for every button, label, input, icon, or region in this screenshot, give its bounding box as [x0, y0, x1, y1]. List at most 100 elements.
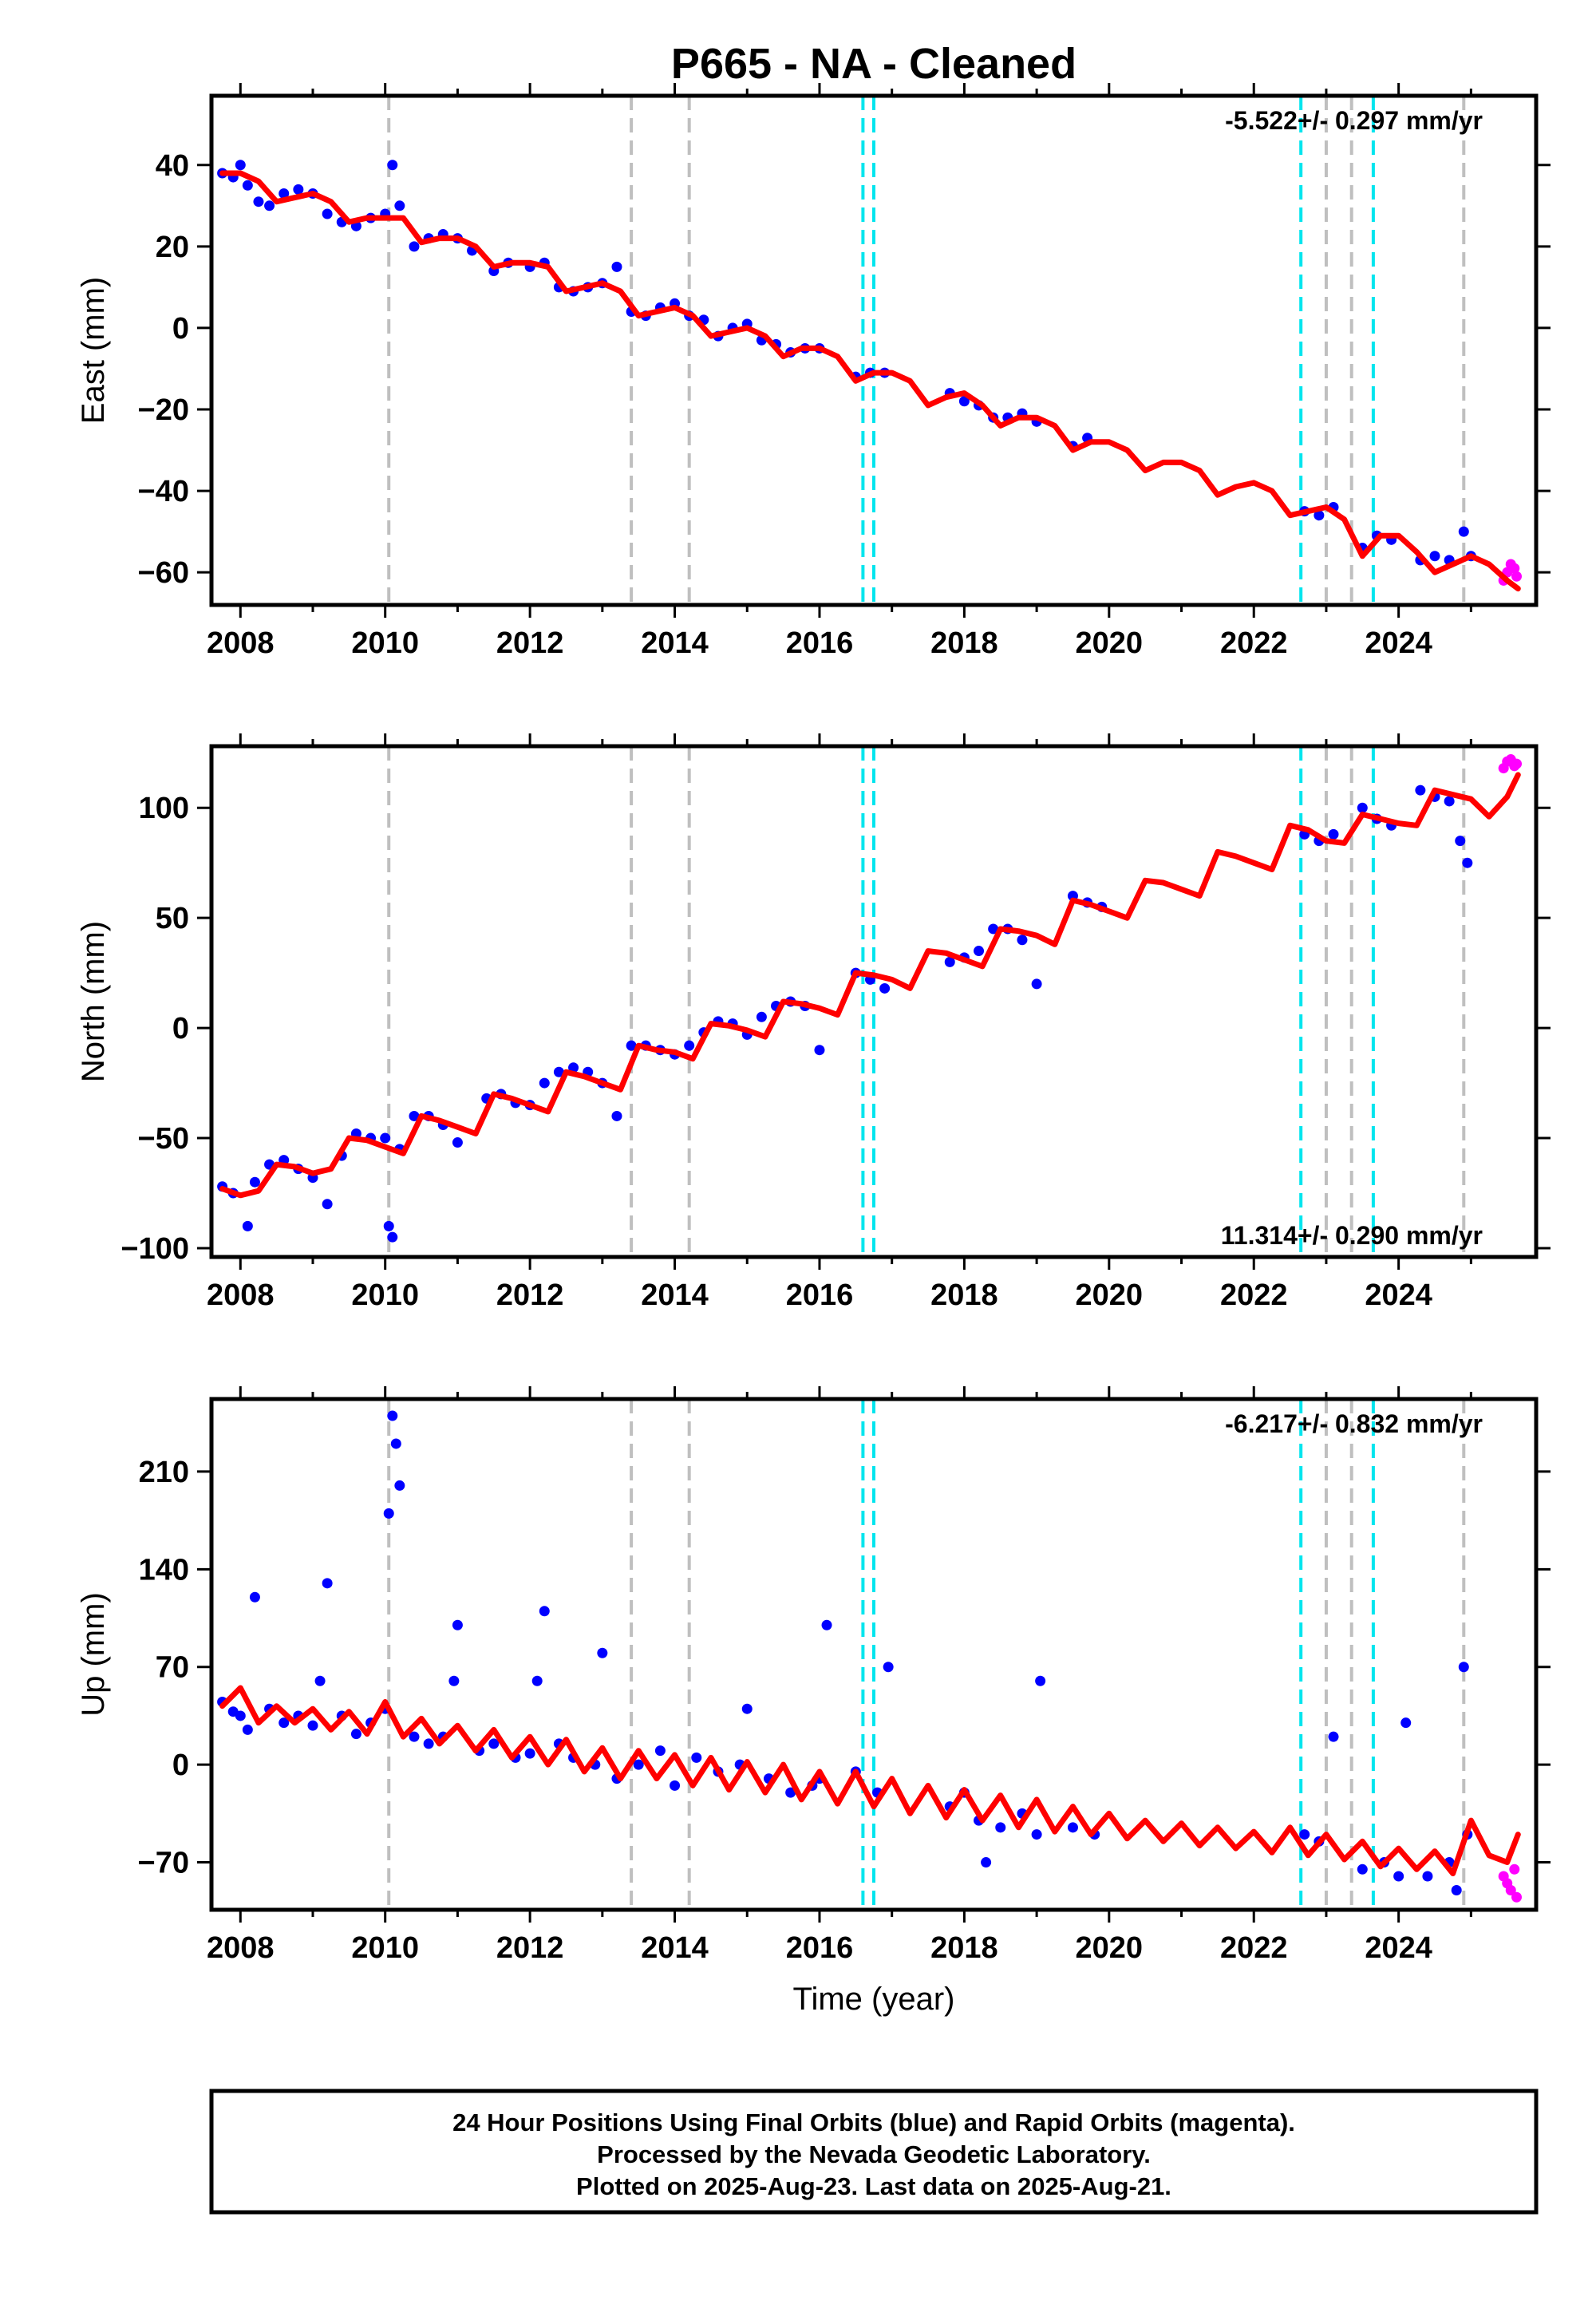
north-x-tick-label-2022: 2022	[1220, 1279, 1288, 1312]
east-final-orbit-point-6	[279, 188, 290, 199]
up-x-tick-label-2008: 2008	[207, 1931, 275, 1965]
up-rapid-orbit-point-4	[1511, 1891, 1523, 1903]
up-final-orbit-point-49	[883, 1662, 894, 1673]
up-final-orbit-point-33	[597, 1647, 608, 1658]
up-x-tick-label-2022: 2022	[1220, 1931, 1288, 1965]
north-final-orbit-point-65	[1444, 796, 1455, 807]
east-model-curve	[219, 170, 1521, 592]
east-final-orbit-point-2	[235, 160, 246, 171]
north-final-orbit-point-26	[568, 1062, 579, 1073]
east-x-tick-label-2012: 2012	[496, 626, 564, 660]
up-final-orbit-point-12	[350, 1729, 361, 1740]
north-x-tick-label-2020: 2020	[1076, 1279, 1144, 1312]
north-x-tick-label-2018: 2018	[930, 1279, 998, 1312]
east-final-orbit-point-63	[1429, 551, 1440, 562]
east-x-tick-label-2010: 2010	[351, 626, 419, 660]
up-model-curve	[219, 1685, 1521, 1876]
up-velocity-label: -6.217+/- 0.832 mm/yr	[1225, 1409, 1483, 1438]
north-final-orbit-point-19	[452, 1137, 463, 1148]
north-panel: 2008 2010 2012 2014 2016 2018 2020 2022 2024 100 5…	[76, 733, 1551, 1312]
north-final-orbit-point-24	[539, 1077, 550, 1089]
north-x-tick-label-2008: 2008	[207, 1279, 275, 1312]
up-final-orbit-point-38	[691, 1752, 702, 1763]
north-y-axis-label: North (mm)	[76, 921, 111, 1082]
up-y-tick-label-2: 70	[156, 1651, 189, 1685]
up-rapid-orbit-point-2	[1505, 1885, 1516, 1896]
north-final-orbit-point-50	[988, 923, 999, 935]
east-y-tick-label-1: 20	[156, 231, 189, 264]
north-rapid-orbit-point-4	[1511, 758, 1523, 769]
north-final-orbit-point-34	[684, 1040, 695, 1051]
north-final-orbit-point-2	[242, 1220, 253, 1231]
up-final-orbit-point-46	[821, 1619, 832, 1630]
up-final-orbit-point-43	[785, 1787, 796, 1798]
up-final-orbit-point-2	[235, 1710, 246, 1721]
north-final-orbit-point-59	[1328, 828, 1339, 840]
up-final-orbit-point-58	[1067, 1822, 1078, 1833]
up-final-orbit-point-66	[1400, 1717, 1412, 1729]
north-final-orbit-point-3	[249, 1176, 260, 1188]
up-y-tick-label-1: 140	[139, 1553, 189, 1587]
up-final-orbit-point-22	[448, 1675, 460, 1686]
north-final-orbit-point-12	[380, 1132, 391, 1144]
up-final-orbit-point-41	[741, 1703, 753, 1714]
east-rapid-orbit-point-3	[1509, 563, 1520, 574]
up-final-orbit-point-3	[242, 1724, 253, 1735]
north-final-orbit-point-53	[1031, 978, 1042, 990]
up-plot-frame	[209, 1397, 1539, 1912]
east-final-orbit-point-29	[611, 261, 622, 272]
footer-line-3: Plotted on 2025-Aug-23. Last data on 202…	[576, 2172, 1171, 2200]
north-final-orbit-point-60	[1357, 802, 1368, 813]
east-y-tick-label-3: −20	[138, 393, 189, 427]
up-final-orbit-point-69	[1451, 1885, 1462, 1896]
east-velocity-label: -5.522+/- 0.297 mm/yr	[1225, 106, 1483, 135]
east-final-orbit-point-7	[293, 184, 304, 195]
north-plot-frame	[209, 744, 1539, 1259]
up-x-tick-label-2024: 2024	[1365, 1931, 1432, 1965]
north-final-orbit-point-30	[626, 1040, 637, 1051]
up-final-orbit-point-9	[314, 1675, 326, 1686]
up-final-orbit-point-70	[1458, 1662, 1469, 1673]
footer-box: 24 Hour Positions Using Final Orbits (bl…	[209, 2089, 1539, 2215]
up-final-orbit-point-36	[654, 1745, 666, 1757]
east-final-orbit-point-3	[242, 180, 253, 191]
up-y-axis-label: Up (mm)	[76, 1592, 111, 1717]
up-final-orbit-point-6	[279, 1717, 290, 1729]
north-y-tick-label-4: −100	[120, 1232, 189, 1266]
up-y-tick-label-4: −70	[138, 1847, 189, 1880]
east-y-tick-label-5: −60	[138, 556, 189, 590]
up-x-tick-label-2020: 2020	[1076, 1931, 1144, 1965]
up-x-tick-label-2010: 2010	[351, 1931, 419, 1965]
up-final-orbit-point-37	[670, 1780, 681, 1791]
east-y-axis-label: East (mm)	[76, 277, 111, 424]
north-y-tick-label-3: −50	[138, 1122, 189, 1156]
east-final-orbit-point-65	[1458, 526, 1469, 537]
north-x-tick-label-2014: 2014	[641, 1279, 709, 1312]
up-final-orbit-point-63	[1357, 1863, 1368, 1875]
up-final-orbit-point-25	[488, 1738, 500, 1749]
up-final-orbit-point-28	[531, 1675, 543, 1686]
north-final-orbit-point-16	[409, 1110, 420, 1121]
east-x-tick-label-2024: 2024	[1365, 626, 1432, 660]
up-final-orbit-point-8	[307, 1720, 318, 1731]
east-final-orbit-point-57	[1314, 510, 1325, 521]
up-final-orbit-point-65	[1393, 1871, 1404, 1882]
east-x-tick-label-2008: 2008	[207, 626, 275, 660]
footer-frame	[209, 2089, 1539, 2215]
east-final-orbit-point-14	[387, 160, 398, 171]
up-x-tick-label-2018: 2018	[930, 1931, 998, 1965]
east-y-tick-label-4: −40	[138, 475, 189, 508]
east-final-orbit-point-48	[958, 396, 970, 407]
north-x-tick-label-2016: 2016	[786, 1279, 854, 1312]
east-panel: 2008 2010 2012 2014 2016 2018 2020 2022 2024 40 20…	[76, 83, 1551, 660]
north-final-orbit-point-49	[974, 946, 985, 957]
east-final-orbit-point-16	[409, 241, 420, 252]
north-x-tick-label-2012: 2012	[496, 1279, 564, 1312]
north-y-tick-label-0: 100	[139, 792, 189, 825]
east-x-tick-label-2020: 2020	[1076, 626, 1144, 660]
north-final-orbit-point-66	[1455, 836, 1466, 847]
up-final-orbit-point-53	[981, 1857, 992, 1868]
up-x-tick-label-2016: 2016	[786, 1931, 854, 1965]
x-axis-label: Time (year)	[793, 1982, 955, 2017]
